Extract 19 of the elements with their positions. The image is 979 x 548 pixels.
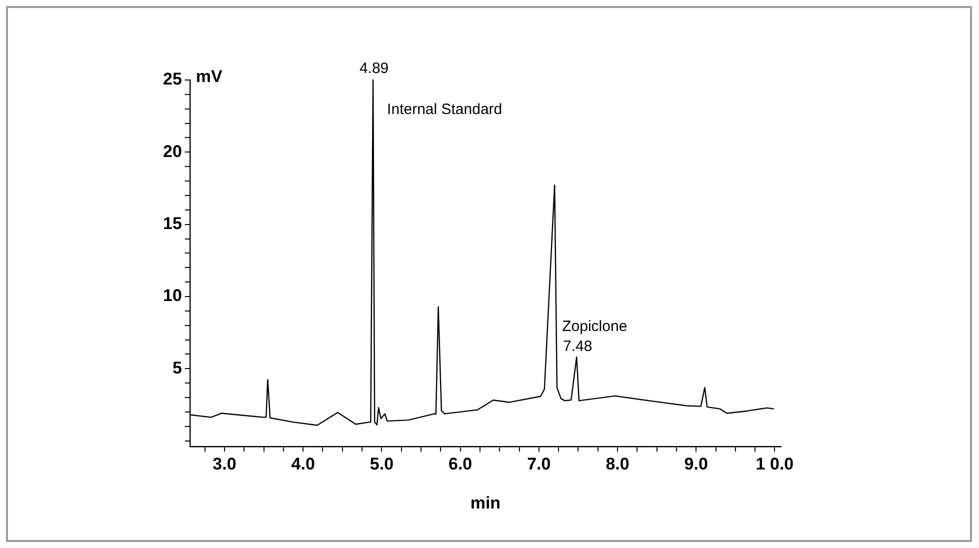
annotation: 7.48 [563,338,592,356]
annotation: 4.89 [359,60,389,77]
x-axis-title: min [470,494,501,513]
x-tick-label: 6.0 [448,454,472,474]
annotation: Internal Standard [387,101,502,118]
y-tick-label: 15 [162,214,182,234]
x-tick-label: 5.0 [370,454,394,474]
x-tick-label: 7.0 [527,454,551,474]
y-tick-label: 5 [172,358,182,378]
x-tick-label: 1 0.0 [756,454,794,474]
y-tick-label: 10 [162,286,182,306]
annotation: Zopiclone [562,318,628,336]
y-tick-label: 20 [162,142,182,161]
y-tick-label: 25 [162,70,182,89]
x-tick-label: 8.0 [606,454,630,474]
x-tick-label: 9.0 [684,454,708,474]
x-tick-label: 3.0 [212,454,236,474]
x-tick-label: 4.0 [291,454,315,474]
y-axis-title: mV [196,67,224,86]
